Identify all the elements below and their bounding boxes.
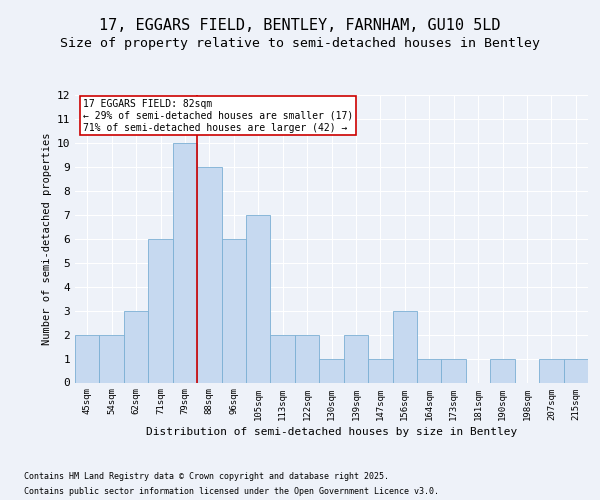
- Bar: [148, 239, 173, 382]
- Bar: [344, 334, 368, 382]
- Bar: [173, 143, 197, 382]
- Bar: [295, 334, 319, 382]
- Bar: [271, 334, 295, 382]
- Bar: [100, 334, 124, 382]
- X-axis label: Distribution of semi-detached houses by size in Bentley: Distribution of semi-detached houses by …: [146, 426, 517, 436]
- Text: 17, EGGARS FIELD, BENTLEY, FARNHAM, GU10 5LD: 17, EGGARS FIELD, BENTLEY, FARNHAM, GU10…: [99, 18, 501, 32]
- Bar: [417, 358, 442, 382]
- Bar: [490, 358, 515, 382]
- Bar: [442, 358, 466, 382]
- Bar: [539, 358, 563, 382]
- Y-axis label: Number of semi-detached properties: Number of semi-detached properties: [43, 132, 52, 345]
- Text: 17 EGGARS FIELD: 82sqm
← 29% of semi-detached houses are smaller (17)
71% of sem: 17 EGGARS FIELD: 82sqm ← 29% of semi-det…: [83, 100, 353, 132]
- Text: Contains public sector information licensed under the Open Government Licence v3: Contains public sector information licen…: [24, 487, 439, 496]
- Bar: [319, 358, 344, 382]
- Bar: [246, 215, 271, 382]
- Bar: [197, 167, 221, 382]
- Bar: [124, 310, 148, 382]
- Bar: [221, 239, 246, 382]
- Bar: [368, 358, 392, 382]
- Bar: [75, 334, 100, 382]
- Bar: [392, 310, 417, 382]
- Text: Contains HM Land Registry data © Crown copyright and database right 2025.: Contains HM Land Registry data © Crown c…: [24, 472, 389, 481]
- Bar: [563, 358, 588, 382]
- Text: Size of property relative to semi-detached houses in Bentley: Size of property relative to semi-detach…: [60, 38, 540, 51]
